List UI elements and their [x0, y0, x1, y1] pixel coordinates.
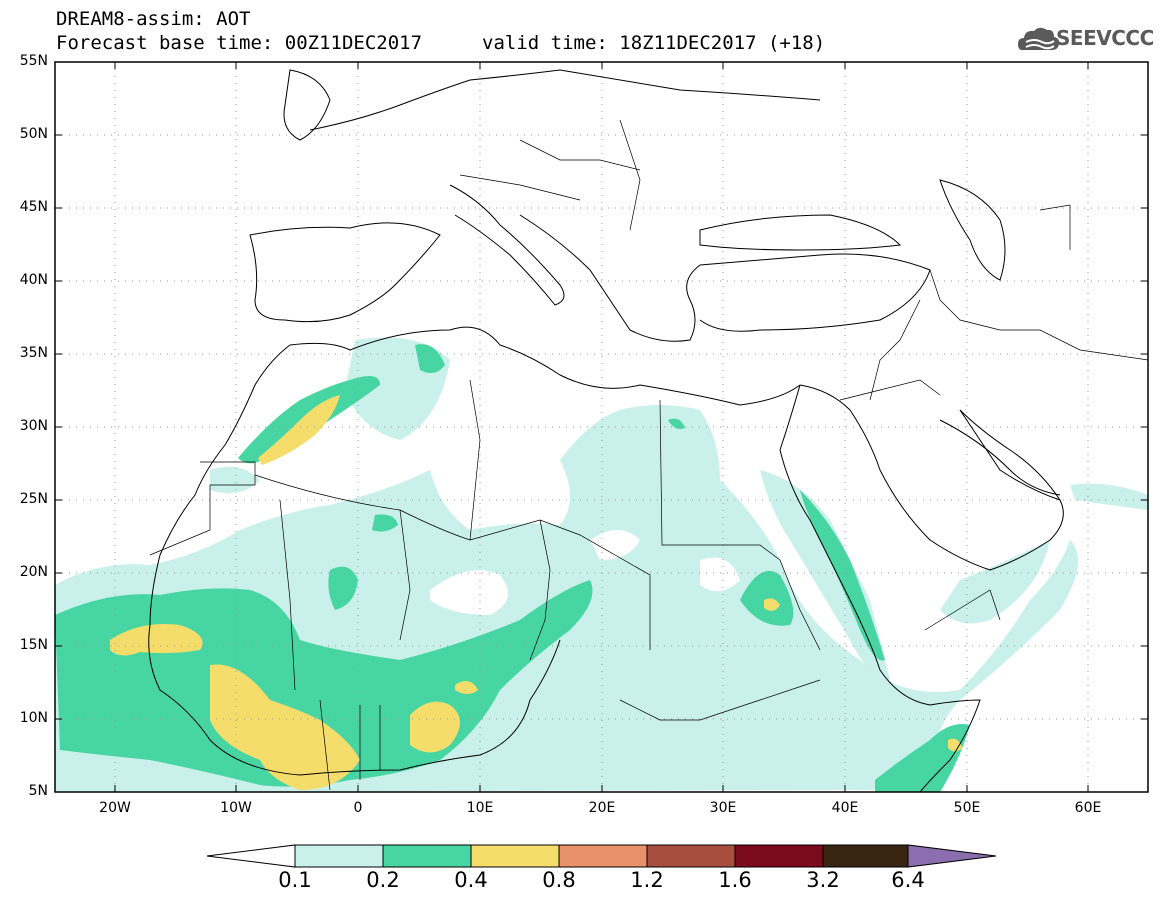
lat-label-25n: 25N [19, 491, 48, 507]
lon-label-20w: 20W [99, 800, 131, 816]
coastlines [148, 69, 1064, 792]
lat-label-5n: 5N [28, 783, 48, 799]
lon-label-10w: 10W [220, 800, 252, 816]
lat-label-20n: 20N [19, 564, 48, 580]
colorbar-label-0.2: 0.2 [366, 868, 400, 892]
lon-label-40e: 40E [831, 800, 859, 816]
colorbar-label-0.1: 0.1 [278, 868, 312, 892]
colorbar-label-0.8: 0.8 [542, 868, 576, 892]
colorbar-label-0.4: 0.4 [454, 868, 488, 892]
lon-label-0: 0 [353, 800, 363, 816]
lon-label-60e: 60E [1074, 800, 1102, 816]
tick-marks [55, 62, 1148, 792]
aot-holes [430, 530, 740, 615]
lat-label-50n: 50N [19, 126, 48, 142]
cloud-logo-icon [1018, 27, 1060, 50]
aot-level-0.4 [110, 395, 962, 790]
borders [149, 119, 1148, 791]
colorbar-label-6.4: 6.4 [891, 868, 925, 892]
colorbar-label-3.2: 3.2 [806, 868, 840, 892]
colorbar-label-1.6: 1.6 [718, 868, 752, 892]
logo-text: SEEVCCC [1056, 26, 1154, 50]
lat-label-10n: 10N [19, 710, 48, 726]
lat-label-35n: 35N [19, 345, 48, 361]
lat-label-45n: 45N [19, 199, 48, 215]
graticule [55, 62, 1148, 792]
lon-label-20e: 20E [588, 800, 616, 816]
lat-label-30n: 30N [19, 418, 48, 434]
lat-label-55n: 55N [19, 53, 48, 69]
aot-field [55, 337, 1148, 792]
forecast-base-time: Forecast base time: 00Z11DEC2017 [56, 32, 423, 54]
lat-label-15n: 15N [19, 637, 48, 653]
lon-label-30e: 30E [709, 800, 737, 816]
lat-label-40n: 40N [19, 272, 48, 288]
map-title: DREAM8-assim: AOT [56, 8, 251, 30]
lon-label-50e: 50E [953, 800, 981, 816]
lon-label-10e: 10E [466, 800, 494, 816]
valid-time: valid time: 18Z11DEC2017 (+18) [482, 32, 826, 54]
colorbar-label-1.2: 1.2 [630, 868, 664, 892]
